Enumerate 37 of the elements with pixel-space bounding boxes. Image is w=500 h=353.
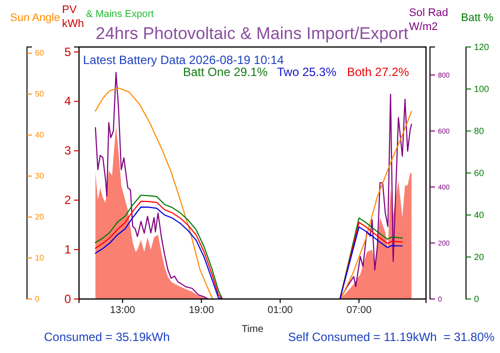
y-tick-label: 0 <box>474 294 480 304</box>
annotation: Both 27.2% <box>347 65 410 79</box>
y-tick-label: 40 <box>474 210 484 220</box>
y-tick-label: 80 <box>474 126 484 136</box>
y-tick-label: 20 <box>474 252 484 262</box>
y3-tick-label: 50 <box>35 90 44 99</box>
y-tick-label: 3 <box>64 144 72 158</box>
y-tick-label: 120 <box>474 42 490 52</box>
y-tick-label: 100 <box>474 84 490 94</box>
x-tick-label: 01:00 <box>268 305 294 316</box>
y-axis-title: PV kWh <box>62 4 84 30</box>
x-tick-label: 13:00 <box>110 305 136 316</box>
y3-tick-label: 0 <box>35 294 40 304</box>
y-tick-label: 5 <box>64 44 72 59</box>
y3-tick-label: 60 <box>35 48 44 58</box>
y-tick-label: 2 <box>64 193 72 208</box>
y-tick-label: 60 <box>474 168 484 178</box>
x-tick-label: 07:00 <box>346 305 372 316</box>
chart-title: 24hrs Photovoltaic & Mains Import/Export <box>96 24 409 43</box>
y-tick-label: 1 <box>64 242 72 256</box>
text: Self Consumed = 11.19kWh = 31.80% <box>288 330 495 344</box>
annotation: Latest Battery Data 2026-08-19 10:14 <box>83 53 284 67</box>
x-tick-label: 19:00 <box>188 305 214 316</box>
y3-tick-label: 30 <box>35 172 44 181</box>
y3-tick-label: 40 <box>35 130 44 140</box>
annotation: Batt One 29.1% <box>183 65 268 79</box>
y2-axis-title: Sol Rad W/m2 <box>409 7 448 33</box>
annotation: Two 25.3% <box>277 65 337 79</box>
text: & Mains Export <box>86 9 154 20</box>
y-axis-title: Batt % <box>461 12 494 24</box>
y3-axis-title: Sun Angle <box>10 12 60 24</box>
y-tick-label: 4 <box>64 94 72 108</box>
y3-tick-label: 10 <box>35 254 44 263</box>
y3-tick-label: 20 <box>35 212 44 222</box>
x-axis-title: Time <box>242 324 264 335</box>
text: Consumed = 35.19kWh <box>44 330 170 344</box>
y-tick-label: 0 <box>64 292 72 306</box>
